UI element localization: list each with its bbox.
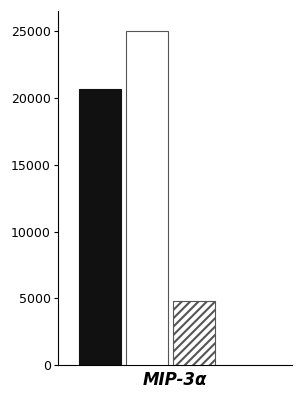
X-axis label: MIP-3α: MIP-3α [143,371,207,389]
Bar [79,89,121,365]
Bar [126,31,168,365]
Bar [173,301,215,365]
